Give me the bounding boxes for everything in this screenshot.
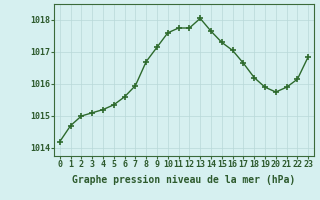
X-axis label: Graphe pression niveau de la mer (hPa): Graphe pression niveau de la mer (hPa) (72, 175, 296, 185)
